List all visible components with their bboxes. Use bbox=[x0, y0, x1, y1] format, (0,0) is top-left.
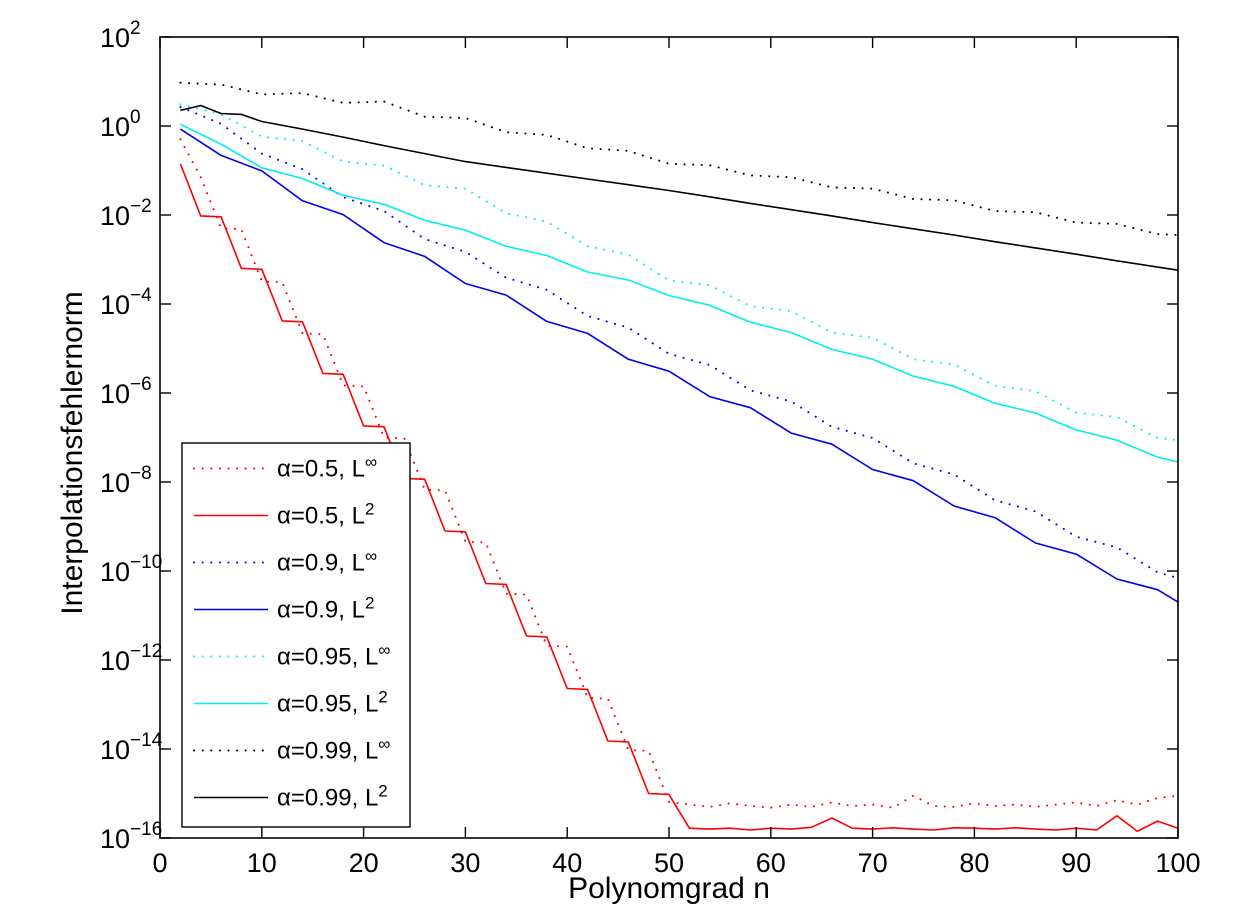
legend-box bbox=[181, 442, 411, 828]
x-tick-label: 10 bbox=[247, 848, 277, 878]
legend-label: α=0.99, L2 bbox=[277, 782, 388, 812]
y-tick-label: 10−12 bbox=[100, 641, 162, 676]
y-tick-label: 10−6 bbox=[100, 374, 152, 409]
y-tick-label: 10−16 bbox=[100, 819, 162, 854]
legend-label: α=0.95, L∞ bbox=[277, 641, 390, 671]
x-tick-label: 20 bbox=[349, 848, 379, 878]
series-alpha-0.9-l2 bbox=[179, 128, 1179, 603]
legend-label: α=0.9, L2 bbox=[277, 594, 374, 624]
legend-label: α=0.5, L2 bbox=[277, 500, 374, 530]
y-tick-label: 10−8 bbox=[100, 463, 152, 498]
legend-label: α=0.5, L∞ bbox=[277, 453, 377, 483]
y-tick-label: 10−2 bbox=[100, 196, 152, 231]
x-axis: 0 10 20 30 40 50 60 70 80 90 100 bbox=[152, 37, 1201, 878]
x-tick-label: 50 bbox=[654, 848, 684, 878]
x-tick-label: 0 bbox=[152, 848, 167, 878]
x-tick-label: 90 bbox=[1061, 848, 1091, 878]
legend-label: α=0.9, L∞ bbox=[277, 547, 377, 577]
y-axis: 102 100 10−2 10−4 10−6 10−8 10−10 10−12 10−14 10−… bbox=[100, 18, 1178, 854]
series-alpha-0.99-l2 bbox=[180, 104, 1179, 271]
legend-label: α=0.95, L2 bbox=[277, 688, 388, 718]
y-axis-label: Interpolationsfehlernorm bbox=[56, 291, 89, 615]
legend-label: α=0.99, L∞ bbox=[277, 735, 390, 765]
legend: α=0.5, L∞ α=0.5, L2 α=0.9, L∞ α=0.9, L2 α=0.… bbox=[181, 442, 411, 828]
x-tick-label: 40 bbox=[552, 848, 582, 878]
series-group bbox=[179, 81, 1179, 833]
x-tick-label: 70 bbox=[858, 848, 888, 878]
x-tick-label: 30 bbox=[450, 848, 480, 878]
x-tick-label: 60 bbox=[756, 848, 786, 878]
series-alpha-0.95-linf bbox=[179, 103, 1179, 442]
series-alpha-0.5-l2 bbox=[179, 163, 1179, 833]
x-axis-label: Polynomgrad n bbox=[568, 872, 770, 905]
x-tick-label: 80 bbox=[959, 848, 989, 878]
y-tick-label: 10−14 bbox=[100, 730, 163, 765]
y-tick-label: 100 bbox=[100, 107, 141, 142]
y-tick-label: 10−10 bbox=[100, 552, 162, 587]
x-tick-label: 100 bbox=[1155, 848, 1200, 878]
series-alpha-0.95-l2 bbox=[180, 123, 1179, 463]
y-tick-label: 102 bbox=[100, 18, 141, 53]
y-tick-label: 10−4 bbox=[100, 285, 152, 320]
series-alpha-0.99-linf bbox=[179, 81, 1179, 236]
